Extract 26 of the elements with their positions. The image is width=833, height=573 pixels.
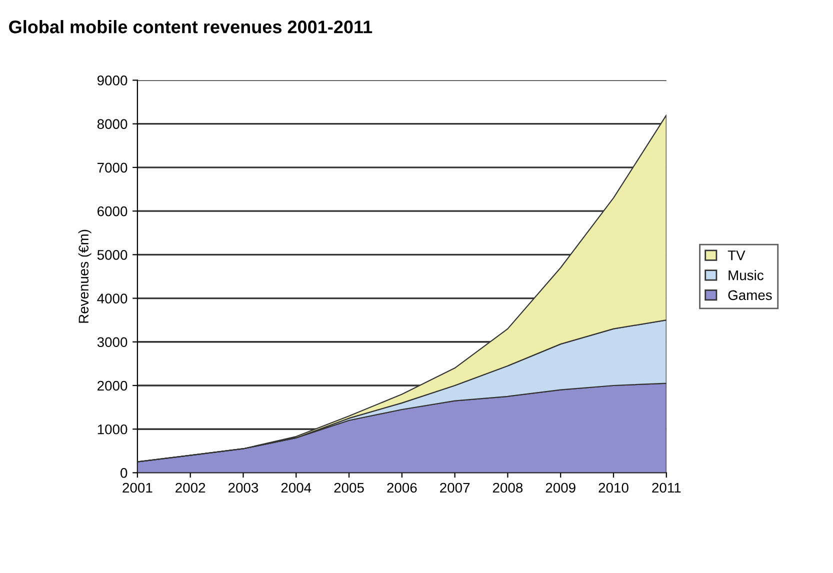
y-tick-label: 7000 [98,162,128,173]
y-tick-label: 4000 [97,294,128,304]
y-tick-label: 8000 [97,119,128,129]
legend-label: Games [728,290,772,300]
x-tick-label: 2003 [228,482,258,493]
x-tick-label: 2005 [334,482,364,493]
y-tick-label: 2000 [98,380,128,391]
y-tick-label: 1000 [98,424,128,434]
y-tick-label: 0 [120,468,128,478]
x-tick-label: 2009 [546,482,576,493]
x-tick-label: 2008 [492,482,523,493]
x-tick-label: 2004 [281,482,312,493]
x-tick-label: 2006 [387,482,417,493]
y-tick-label: 6000 [98,206,128,216]
x-tick-label: 2002 [176,482,206,493]
x-tick-label: 2001 [122,482,152,493]
y-tick-label: 9000 [97,76,128,86]
legend-label: TV [728,250,746,260]
legend-label: Music [728,270,764,280]
x-tick-label: 2010 [598,482,628,493]
chart-title: Global mobile content revenues 2001-2011 [9,20,372,34]
y-tick-label: 5000 [97,250,128,260]
x-tick-label: 2011 [652,482,681,493]
x-tick-label: 2007 [440,482,470,493]
y-axis-title: Revenues (€m) [78,230,92,323]
y-tick-label: 3000 [97,337,128,348]
